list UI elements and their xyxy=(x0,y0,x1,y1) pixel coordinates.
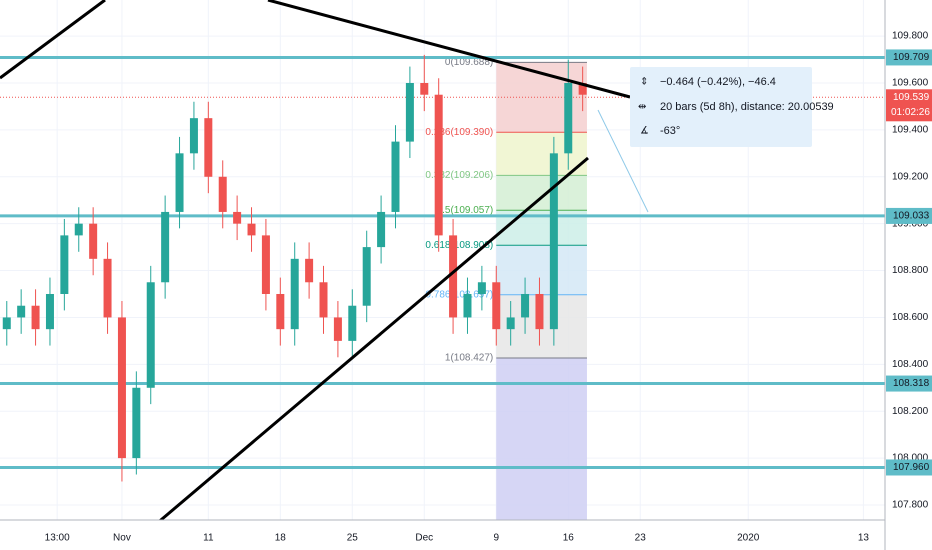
fib-label: 0(109.688) xyxy=(445,57,493,68)
y-tick-label: 108.800 xyxy=(892,265,929,276)
candle-body xyxy=(204,118,213,177)
candle-body xyxy=(261,235,270,294)
current-price-tag xyxy=(886,89,932,122)
level-label: 109.709 xyxy=(893,52,930,63)
level-tag xyxy=(886,375,932,392)
fib-label: 0.618(108.908) xyxy=(425,240,493,251)
y-tick-label: 108.000 xyxy=(892,453,929,464)
candle-body xyxy=(247,223,256,236)
candle-body xyxy=(362,247,371,306)
fib-label: 0.5(109.057) xyxy=(437,205,494,216)
y-tick-label: 109.600 xyxy=(892,78,929,89)
candle-body xyxy=(564,82,573,154)
icon: ⇕ xyxy=(640,77,648,88)
y-tick-label: 109.800 xyxy=(892,31,929,42)
current-price-label: 109.539 xyxy=(893,92,930,103)
level-label: 109.033 xyxy=(893,211,930,222)
trend-lines xyxy=(0,0,631,527)
x-tick-label: 13 xyxy=(858,533,870,544)
candle-body xyxy=(506,317,515,330)
level-tag xyxy=(886,207,932,224)
y-tick-label: 107.800 xyxy=(892,500,929,511)
candle-body xyxy=(218,176,227,212)
x-tick-label: 13:00 xyxy=(45,533,70,544)
candle-body xyxy=(333,317,342,341)
fib-band xyxy=(496,245,587,295)
y-tick-label: 109.200 xyxy=(892,171,929,182)
candle-body xyxy=(377,211,386,248)
fib-band xyxy=(496,175,587,211)
fib-label: 1(108.427) xyxy=(445,353,493,364)
candle-body xyxy=(45,293,54,330)
candle-body xyxy=(549,153,558,330)
x-tick-label: 18 xyxy=(275,533,287,544)
x-tick-label: 23 xyxy=(635,533,647,544)
candle-body xyxy=(117,317,126,459)
candle-body xyxy=(233,211,242,224)
candle-body xyxy=(391,141,400,212)
candle-body xyxy=(449,235,458,318)
measure-line xyxy=(597,109,649,213)
candle-body xyxy=(578,82,587,95)
candle-body xyxy=(463,293,472,318)
measure-text: -63° xyxy=(660,125,680,137)
candle-body xyxy=(161,211,170,283)
fib-label: 0.382(109.206) xyxy=(425,170,493,181)
x-tick-label: 9 xyxy=(493,533,499,544)
x-tick-label: 2020 xyxy=(737,533,760,544)
candle-body xyxy=(348,305,357,341)
candle-body xyxy=(132,387,141,459)
measure-text: −0.464 (−0.42%), −46.4 xyxy=(660,76,776,88)
candle-body xyxy=(521,293,530,318)
candle-body xyxy=(60,235,69,294)
candle-body xyxy=(492,282,501,330)
candle-body xyxy=(189,118,198,154)
x-tick-label: Nov xyxy=(113,533,131,544)
y-tick-label: 109.400 xyxy=(892,125,929,136)
y-tick-label: 108.400 xyxy=(892,359,929,370)
x-tick-label: Dec xyxy=(415,533,433,544)
candle-body xyxy=(2,317,11,330)
candle-body xyxy=(305,258,314,283)
candles xyxy=(2,54,587,482)
candle-body xyxy=(89,223,98,259)
candle-body xyxy=(405,82,414,142)
level-label: 107.960 xyxy=(893,462,930,473)
candle-body xyxy=(17,305,26,318)
candle-body xyxy=(535,293,544,330)
fib-label: 0.236(109.390) xyxy=(425,127,493,138)
countdown: 01:02:26 xyxy=(891,107,930,118)
candle-body xyxy=(420,82,429,95)
candle-body xyxy=(103,258,112,318)
x-tick-label: 16 xyxy=(563,533,575,544)
trend-line xyxy=(154,156,589,527)
candle-body xyxy=(74,223,83,236)
measure-box xyxy=(630,67,812,147)
candle-body xyxy=(434,94,443,236)
y-tick-label: 108.200 xyxy=(892,406,929,417)
level-tag xyxy=(886,49,932,66)
candle-body xyxy=(290,258,299,330)
level-tag xyxy=(886,459,932,476)
candle-body xyxy=(31,305,40,330)
fib-label: 0.786(108.697) xyxy=(425,289,493,300)
level-label: 108.318 xyxy=(893,378,930,389)
y-tick-label: 108.600 xyxy=(892,312,929,323)
candle-body xyxy=(175,153,184,212)
candle-body xyxy=(146,282,155,388)
trend-line xyxy=(0,0,106,80)
measure-text: 20 bars (5d 8h), distance: 20.00539 xyxy=(660,101,834,113)
trend-line xyxy=(267,0,631,99)
candle-body xyxy=(319,282,328,318)
candle-body xyxy=(477,282,486,294)
icon: ∡ xyxy=(640,126,649,137)
x-tick-label: 11 xyxy=(203,533,214,544)
axes: 109.800109.600109.400109.200109.000108.8… xyxy=(45,31,932,544)
candle-body xyxy=(276,293,285,330)
time-axis xyxy=(0,520,885,550)
icon: ⇹ xyxy=(638,102,646,113)
x-tick-label: 25 xyxy=(347,533,359,544)
